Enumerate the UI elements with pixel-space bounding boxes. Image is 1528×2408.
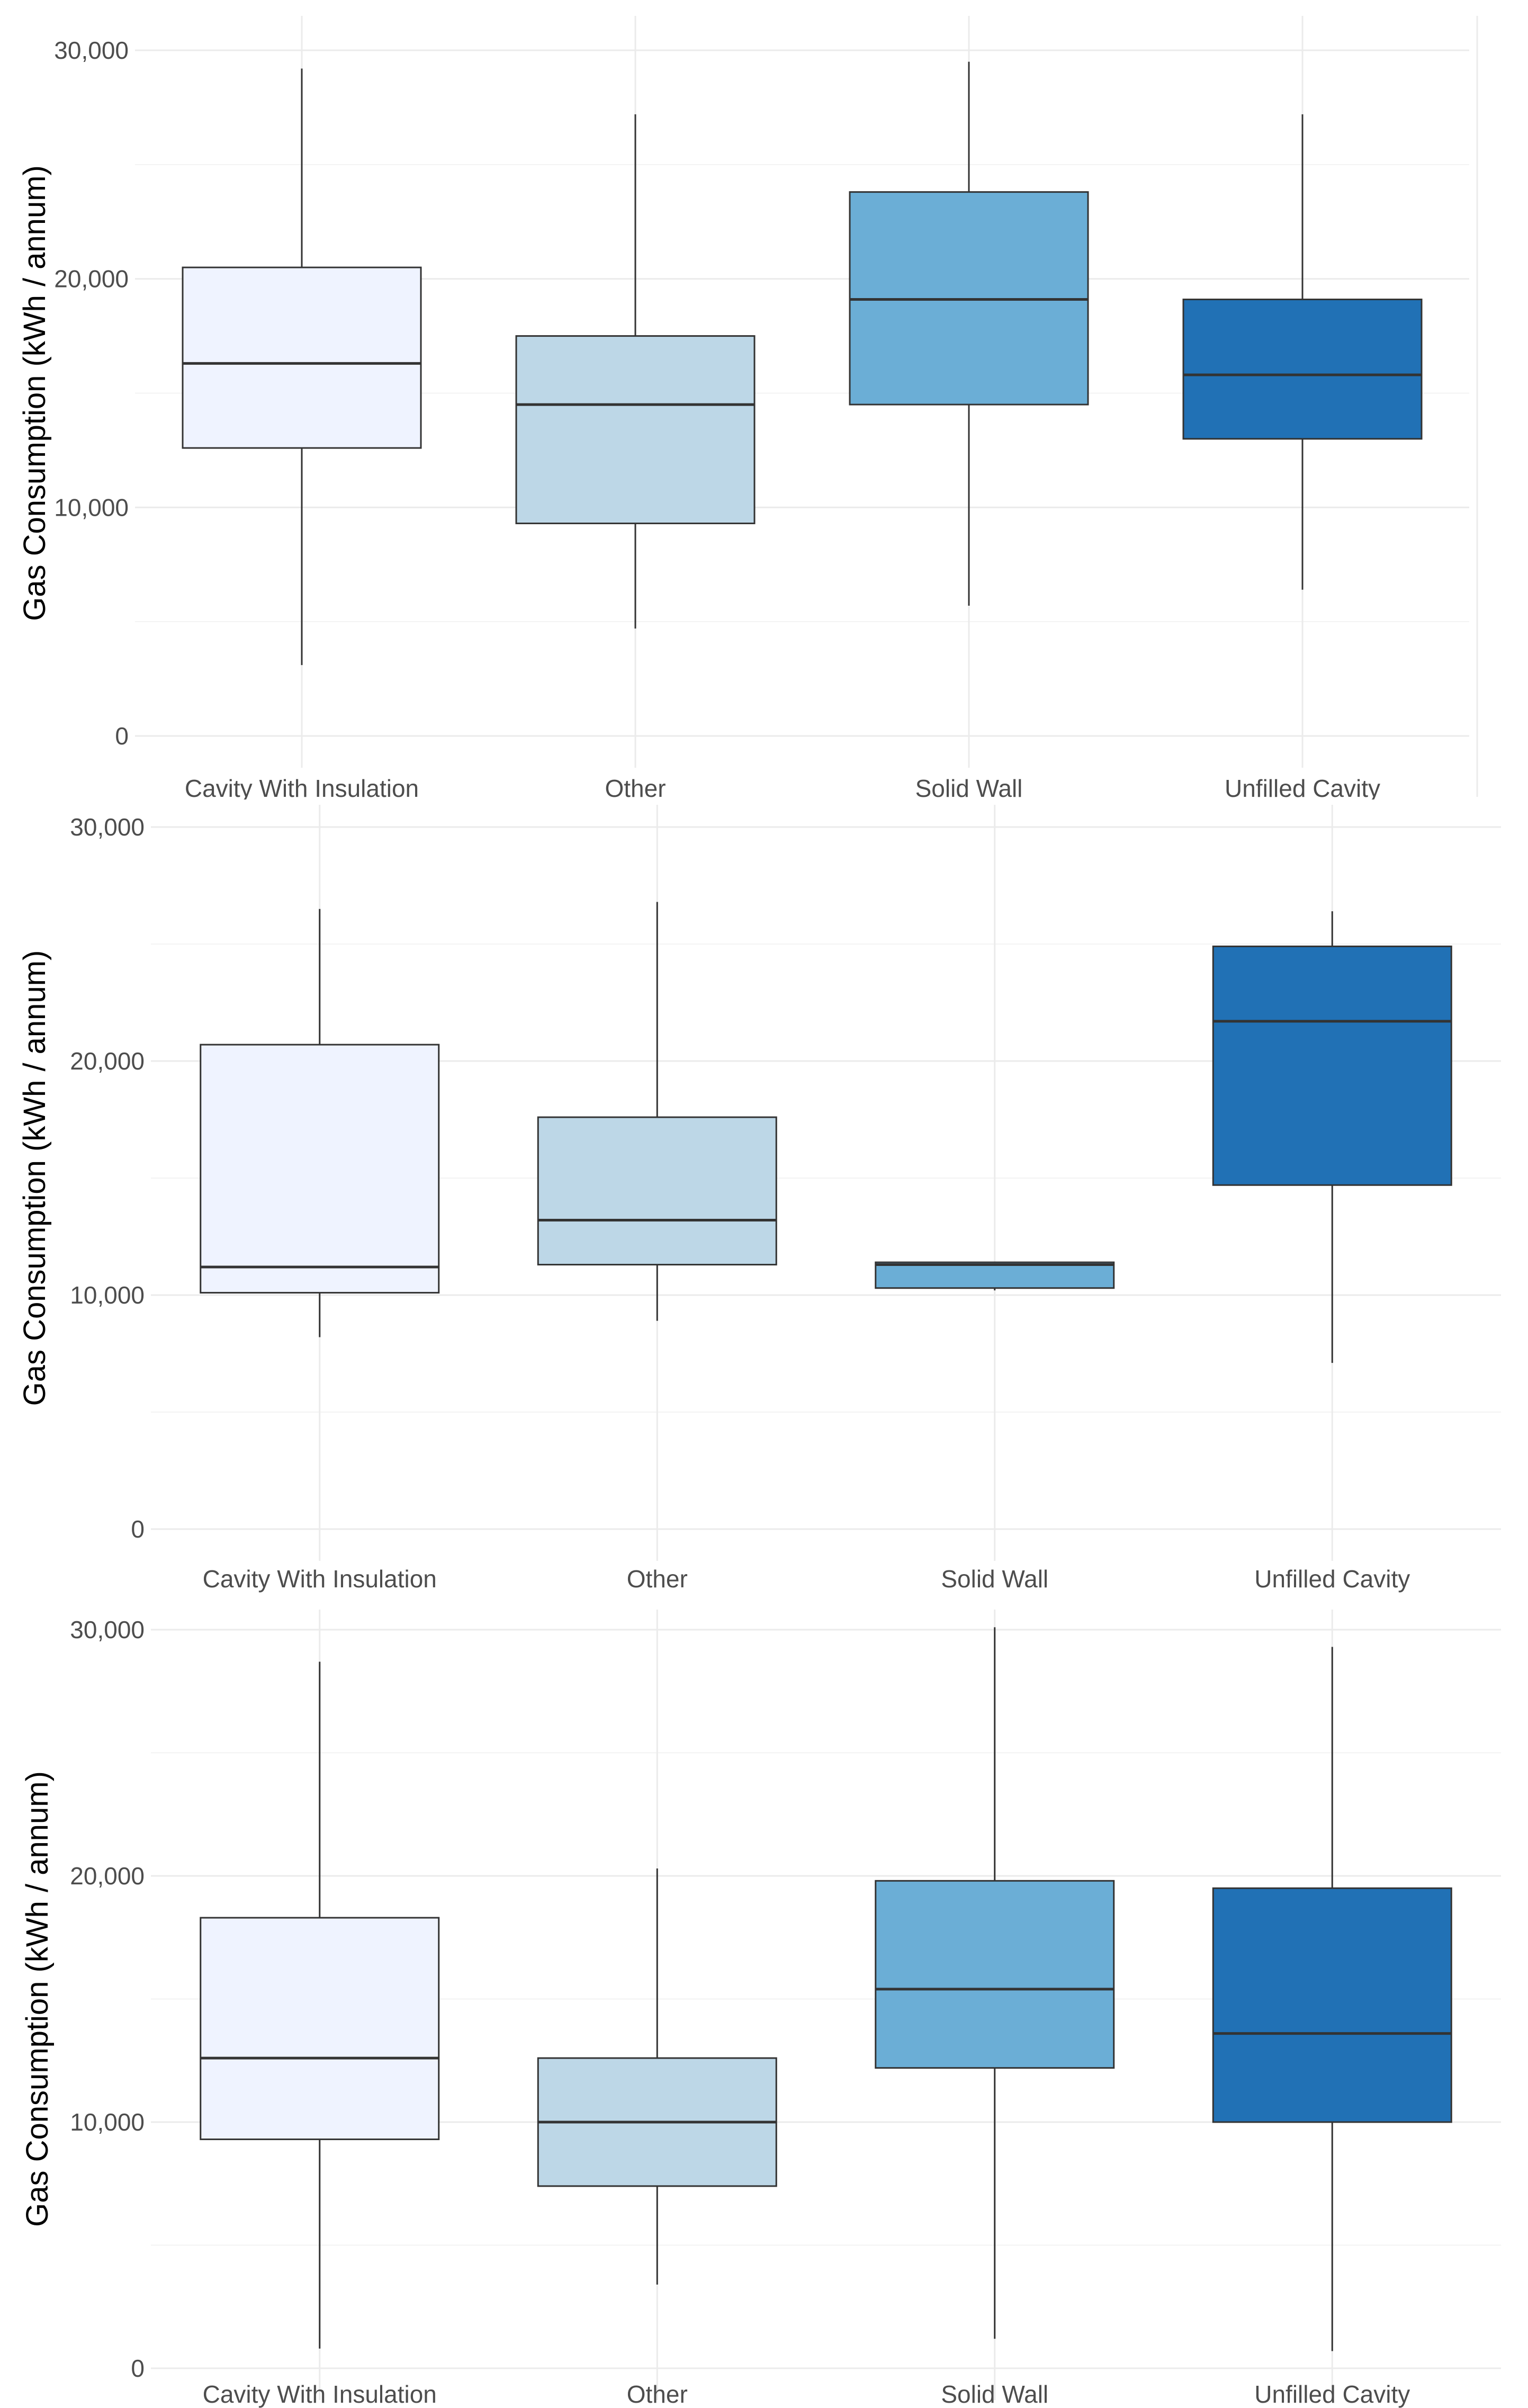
y-tick-label: 10,000: [70, 1281, 145, 1309]
x-tick-label: Cavity With Insulation: [203, 1565, 437, 1593]
y-tick-label: 10,000: [70, 2108, 145, 2136]
box-body: [1213, 946, 1451, 1185]
y-tick-label: 30,000: [70, 1616, 145, 1643]
chart-panel-1: 0 10,000 20,000 30,000 Gas Consumption (kWh …: [0, 0, 1528, 799]
x-axis: Cavity With Insulation Other Solid Wall Unf…: [185, 775, 1380, 799]
y-axis-title: Gas Consumption (kWh / annum): [17, 950, 52, 1406]
chart-panel-3: 0 10,000 20,000 30,000 Gas Consumption (kWh …: [0, 1599, 1528, 2408]
chart-panel-2: 0 10,000 20,000 30,000 Gas Consumption (kWh …: [0, 799, 1528, 1599]
y-tick-label: 30,000: [70, 813, 145, 841]
box-cavity-with-insulation: [183, 69, 421, 666]
x-tick-label: Solid Wall: [915, 775, 1023, 799]
box-solid-wall: [876, 1627, 1114, 2339]
y-tick-label: 20,000: [70, 1862, 145, 1890]
x-tick-label: Cavity With Insulation: [185, 775, 419, 799]
box-body: [876, 1881, 1114, 2068]
box-body: [183, 267, 421, 448]
y-tick-label: 0: [131, 2355, 145, 2382]
y-axis-title: Gas Consumption (kWh / annum): [17, 165, 52, 621]
x-tick-label: Unfilled Cavity: [1225, 775, 1380, 799]
boxplot-chart-1: 0 10,000 20,000 30,000 Gas Consumption (kWh …: [0, 0, 1528, 799]
x-tick-label: Other: [627, 1565, 688, 1593]
box-unfilled-cavity: [1183, 114, 1422, 590]
x-tick-label: Cavity With Insulation: [203, 2380, 437, 2408]
box-other: [538, 902, 776, 1320]
x-tick-label: Unfilled Cavity: [1254, 1565, 1410, 1593]
boxplot-chart-3: 0 10,000 20,000 30,000 Gas Consumption (kWh …: [0, 1599, 1528, 2408]
box-body: [201, 1918, 439, 2140]
x-axis: Cavity With Insulation Other Solid Wall Unf…: [203, 2380, 1410, 2408]
box-body: [1183, 300, 1422, 439]
box-body: [516, 336, 754, 524]
box-body: [538, 1117, 776, 1264]
x-tick-label: Solid Wall: [941, 2380, 1048, 2408]
boxplot-chart-2: 0 10,000 20,000 30,000 Gas Consumption (kWh …: [0, 799, 1528, 1599]
box-body: [876, 1262, 1114, 1288]
x-tick-label: Solid Wall: [941, 1565, 1048, 1593]
x-axis: Cavity With Insulation Other Solid Wall Unf…: [203, 1565, 1410, 1593]
y-tick-label: 10,000: [54, 493, 129, 521]
y-axis: 0 10,000 20,000 30,000: [70, 1616, 145, 2382]
box-other: [538, 1868, 776, 2285]
box-body: [201, 1045, 439, 1293]
y-axis: 0 10,000 20,000 30,000: [54, 37, 129, 750]
y-tick-label: 30,000: [54, 37, 129, 64]
x-tick-label: Other: [627, 2380, 688, 2408]
x-tick-label: Other: [605, 775, 666, 799]
y-tick-label: 0: [115, 722, 129, 750]
box-solid-wall: [876, 1262, 1114, 1290]
x-tick-label: Unfilled Cavity: [1254, 2380, 1410, 2408]
box-other: [516, 114, 754, 628]
y-axis-title: Gas Consumption (kWh / annum): [20, 1771, 55, 2227]
y-tick-label: 20,000: [70, 1047, 145, 1075]
box-cavity-with-insulation: [201, 909, 439, 1337]
box-body: [1213, 1888, 1451, 2122]
box-solid-wall: [850, 62, 1088, 606]
y-tick-label: 20,000: [54, 265, 129, 293]
y-axis: 0 10,000 20,000 30,000: [70, 813, 145, 1543]
y-tick-label: 0: [131, 1515, 145, 1543]
